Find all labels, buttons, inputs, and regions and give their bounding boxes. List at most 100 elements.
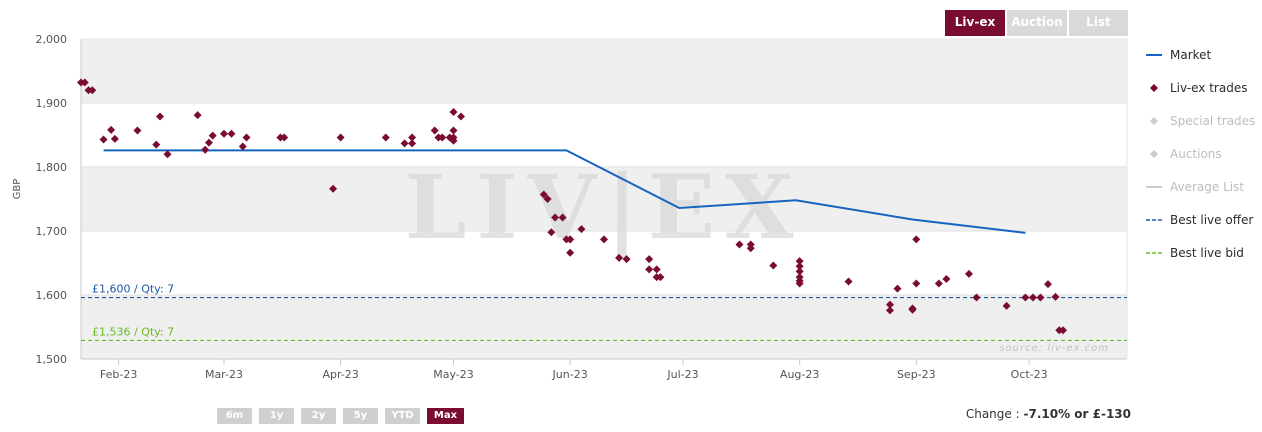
trade-point bbox=[539, 190, 548, 199]
y-tick-label: 1,500 bbox=[36, 353, 68, 366]
x-tick-label: Mar-23 bbox=[205, 368, 243, 381]
trade-point bbox=[1002, 301, 1011, 310]
trade-point bbox=[885, 306, 894, 315]
range-2y-button[interactable]: 2y bbox=[301, 408, 336, 424]
tab-auction[interactable]: Auction bbox=[1007, 10, 1067, 36]
range-max-button[interactable]: Max bbox=[427, 408, 464, 424]
legend-item-special-trades[interactable]: Special trades bbox=[1146, 104, 1255, 137]
trade-point bbox=[964, 269, 973, 278]
range-5y-button[interactable]: 5y bbox=[343, 408, 378, 424]
x-tick-label: May-23 bbox=[433, 368, 474, 381]
trade-point bbox=[449, 107, 458, 116]
range-ytd-button[interactable]: YTD bbox=[385, 408, 420, 424]
plot-band bbox=[81, 39, 1127, 103]
tab-livex[interactable]: Liv-ex bbox=[945, 10, 1005, 36]
trade-point bbox=[942, 275, 951, 283]
change-value: -7.10% or £-130 bbox=[1023, 407, 1131, 421]
legend-item-best-live-offer[interactable]: Best live offer bbox=[1146, 203, 1255, 236]
x-tick-label: Feb-23 bbox=[100, 368, 137, 381]
line-icon bbox=[1146, 50, 1162, 60]
legend-label: Auctions bbox=[1170, 146, 1222, 161]
trade-point bbox=[566, 235, 575, 244]
change-summary: Change : -7.10% or £-130 bbox=[966, 407, 1131, 421]
trade-point bbox=[457, 112, 466, 121]
trade-point bbox=[449, 126, 458, 135]
y-tick-label: 1,700 bbox=[36, 225, 68, 238]
trade-point bbox=[795, 267, 804, 276]
trade-point bbox=[400, 139, 409, 148]
legend-label: Average List bbox=[1170, 179, 1245, 194]
trade-point bbox=[795, 262, 804, 271]
trade-point bbox=[280, 133, 289, 142]
tab-list[interactable]: List bbox=[1069, 10, 1128, 36]
legend-item-best-live-bid[interactable]: Best live bid bbox=[1146, 236, 1255, 269]
x-tick-label: Apr-23 bbox=[322, 368, 358, 381]
trade-point bbox=[430, 126, 439, 135]
trade-point bbox=[912, 235, 921, 244]
trade-point bbox=[110, 134, 119, 143]
reference-line-label: £1,600 / Qty: 7 bbox=[92, 283, 174, 296]
trade-point bbox=[1036, 293, 1045, 302]
trade-point bbox=[551, 213, 560, 222]
trade-point bbox=[336, 133, 345, 142]
diamond-icon bbox=[1146, 83, 1162, 93]
x-tick-label: Sep-23 bbox=[897, 368, 936, 381]
trade-point bbox=[735, 240, 744, 249]
diamond-icon bbox=[1146, 149, 1162, 159]
trade-point bbox=[844, 277, 853, 286]
trade-point bbox=[381, 133, 390, 142]
legend-label: Market bbox=[1170, 47, 1212, 62]
y-tick-label: 1,900 bbox=[36, 97, 68, 110]
legend-item-livex-trades[interactable]: Liv-ex trades bbox=[1146, 71, 1255, 104]
source-tabs: Liv-ex Auction List bbox=[945, 10, 1128, 36]
range-1y-button[interactable]: 1y bbox=[259, 408, 294, 424]
diamond-icon bbox=[1146, 116, 1162, 126]
x-tick-label: Oct-23 bbox=[1011, 368, 1048, 381]
trade-point bbox=[152, 140, 161, 149]
legend-label: Best live bid bbox=[1170, 245, 1244, 260]
chart-legend: Market Liv-ex trades Special trades Auct… bbox=[1146, 38, 1255, 269]
y-tick-label: 1,800 bbox=[36, 161, 68, 174]
trade-point bbox=[885, 300, 894, 309]
dashed-line-icon bbox=[1146, 248, 1162, 258]
trade-point bbox=[408, 133, 417, 142]
trade-point bbox=[107, 125, 116, 134]
trade-point bbox=[208, 131, 217, 140]
watermark-text: LIV|EX bbox=[405, 155, 804, 259]
range-6m-button[interactable]: 6m bbox=[217, 408, 252, 424]
trade-point bbox=[656, 273, 665, 282]
y-tick-label: 2,000 bbox=[36, 33, 68, 46]
trade-point bbox=[1021, 293, 1030, 302]
trade-point bbox=[201, 145, 210, 154]
trade-point bbox=[645, 265, 654, 274]
trade-point bbox=[242, 133, 251, 142]
trade-point bbox=[645, 255, 654, 264]
trade-point bbox=[769, 261, 778, 270]
trade-point bbox=[652, 265, 661, 274]
legend-label: Best live offer bbox=[1170, 212, 1254, 227]
trade-point bbox=[438, 133, 447, 142]
trade-point bbox=[972, 293, 981, 302]
legend-label: Liv-ex trades bbox=[1170, 80, 1248, 95]
range-selector: 6m 1y 2y 5y YTD Max bbox=[217, 408, 464, 424]
trade-point bbox=[934, 279, 943, 288]
trade-point bbox=[193, 111, 202, 120]
source-label: source: liv-ex.com bbox=[999, 343, 1109, 354]
y-axis-label: GBP bbox=[12, 179, 23, 200]
change-label: Change : bbox=[965, 407, 1020, 421]
trade-point bbox=[1051, 292, 1060, 301]
legend-item-market[interactable]: Market bbox=[1146, 38, 1255, 71]
trade-point bbox=[449, 136, 458, 145]
legend-label: Special trades bbox=[1170, 113, 1256, 128]
dashed-line-icon bbox=[1146, 215, 1162, 225]
trade-point bbox=[1028, 293, 1037, 302]
trade-point bbox=[893, 284, 902, 293]
trade-point bbox=[88, 86, 97, 95]
trade-point bbox=[746, 244, 755, 253]
trade-point bbox=[80, 78, 89, 87]
trade-point bbox=[156, 112, 165, 121]
legend-item-average-list[interactable]: Average List bbox=[1146, 170, 1255, 203]
trade-point bbox=[1043, 280, 1052, 289]
trade-point bbox=[912, 279, 921, 288]
legend-item-auctions[interactable]: Auctions bbox=[1146, 137, 1255, 170]
